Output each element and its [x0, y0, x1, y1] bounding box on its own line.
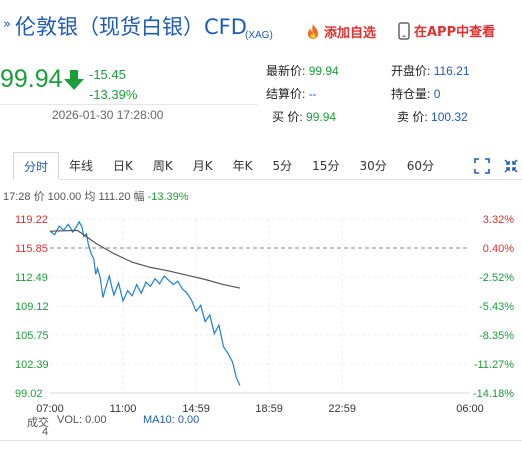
- quote-avg: 111.20: [98, 191, 131, 203]
- chart-lines: [49, 220, 241, 386]
- price-tick-label: 109.12: [15, 301, 49, 313]
- add-watchlist-label: 添加自选: [324, 26, 377, 41]
- info-sell-value: 100.32: [431, 110, 468, 124]
- ma5-value: MA10: 0.00: [143, 414, 200, 426]
- price-tick-label: 99.02: [15, 388, 43, 400]
- price-line: [49, 220, 241, 386]
- percent-tick-label: 3.32%: [483, 214, 514, 226]
- tab-15min[interactable]: 15分: [312, 159, 340, 173]
- info-open: 开盘价: 116.21: [391, 62, 470, 79]
- percent-tick-label: -14.18%: [473, 388, 514, 400]
- price-change-block: -15.45 -13.39%: [89, 65, 137, 105]
- time-tick-label: 18:59: [255, 403, 283, 415]
- info-sell: 卖 价: 100.32: [397, 108, 468, 125]
- price-tick-label: 119.22: [15, 214, 48, 226]
- quote-price: 100.00: [47, 191, 82, 203]
- info-buy: 买 价: 99.94: [272, 108, 336, 125]
- tab-yearly-k[interactable]: 年K: [232, 159, 253, 173]
- intraday-chart[interactable]: 119.22 115.85 112.49 109.12 105.75 102.39 99.0…: [0, 205, 522, 417]
- price-tick-label: 105.75: [15, 330, 49, 342]
- info-latest: 最新价: 99.94: [266, 62, 339, 79]
- chart-grid: [50, 218, 470, 394]
- info-buy-value: 99.94: [306, 110, 337, 124]
- current-price: 99.94: [0, 65, 63, 93]
- title-chevron-icon: »: [3, 17, 11, 32]
- info-open-label: 开盘价:: [391, 64, 431, 78]
- period-tabs: 分时 年线 日K 周K 月K 年K 5分 15分 30分 60分: [13, 152, 522, 180]
- quote-datetime: 2026-01-30 17:28:00: [52, 108, 164, 122]
- percent-axis: 3.32% 0.40% -2.52% -5.43% -8.35% -11.27% -14.1…: [473, 214, 514, 400]
- info-latest-value: 99.94: [308, 64, 339, 78]
- time-tick-label: 22:59: [328, 403, 356, 415]
- divider: [0, 104, 258, 105]
- volume-divider: [0, 440, 522, 441]
- price-change: -15.45: [89, 67, 126, 82]
- tab-weekly-k[interactable]: 周K: [152, 159, 173, 173]
- price-tick-label: 112.49: [15, 272, 48, 284]
- tab-daily-k[interactable]: 日K: [113, 159, 133, 173]
- quote-price-label: 价: [33, 191, 45, 203]
- percent-tick-label: 0.40%: [483, 243, 514, 255]
- info-latest-label: 最新价:: [266, 64, 306, 78]
- page-title: 伦敦银（现货白银）CFD: [15, 15, 247, 39]
- down-arrow-icon: [64, 70, 84, 90]
- tab-timeshare[interactable]: 分时: [13, 152, 60, 180]
- price-tick-label: 115.85: [15, 243, 48, 255]
- time-tick-label: 07:00: [36, 403, 64, 415]
- price-axis: 119.22 115.85 112.49 109.12 105.75 102.39 99.0…: [15, 214, 49, 400]
- tab-monthly-k[interactable]: 月K: [192, 159, 213, 173]
- fullscreen-icon[interactable]: [474, 158, 490, 174]
- title-row: » 伦敦银（现货白银）CFD (XAG) 添加自选 在APP中查看: [0, 0, 522, 41]
- info-settle-label: 结算价:: [266, 87, 306, 101]
- percent-tick-label: -8.35%: [479, 330, 514, 342]
- time-tick-label: 06:00: [456, 403, 484, 415]
- tab-30min[interactable]: 30分: [359, 159, 387, 173]
- time-tick-label: 11:00: [110, 403, 137, 415]
- vol-value: VOL: 0.00: [57, 414, 107, 426]
- volume-sub: 4: [42, 426, 49, 438]
- info-settle-value: --: [308, 87, 317, 101]
- price-change-percent: -13.39%: [89, 87, 138, 102]
- time-tick-label: 14:59: [182, 403, 210, 415]
- quote-amp-label: 幅: [133, 191, 145, 203]
- quote-time: 17:28: [3, 191, 31, 203]
- info-position-value: 0: [433, 87, 441, 101]
- info-open-value: 116.21: [433, 64, 470, 78]
- phone-icon: [398, 21, 410, 40]
- view-in-app-label: 在APP中查看: [414, 25, 496, 40]
- percent-tick-label: -11.27%: [474, 359, 514, 371]
- average-line: [49, 229, 241, 289]
- view-in-app-button[interactable]: 在APP中查看: [398, 21, 495, 40]
- quote-line: 17:28 价 100.00 均 111.20 幅 -13.39%: [3, 188, 189, 204]
- tab-year-line[interactable]: 年线: [69, 159, 94, 173]
- quote-avg-label: 均: [84, 191, 96, 203]
- quote-amp: -13.39%: [147, 191, 189, 203]
- fire-icon: [308, 24, 318, 39]
- price-tick-label: 102.39: [15, 359, 49, 371]
- info-buy-label: 买 价:: [272, 110, 303, 124]
- time-axis: 07:00 11:00 14:59 18:59 22:59 06:00: [36, 403, 484, 415]
- info-position: 持仓量: 0: [391, 85, 440, 102]
- add-watchlist-button[interactable]: 添加自选: [305, 22, 376, 41]
- tab-60min[interactable]: 60分: [406, 159, 435, 173]
- info-settle: 结算价: --: [266, 85, 317, 102]
- info-position-label: 持仓量:: [391, 87, 431, 101]
- percent-tick-label: -2.52%: [479, 272, 514, 284]
- page-subtitle: (XAG): [245, 30, 273, 41]
- percent-tick-label: -5.43%: [479, 301, 514, 313]
- collapse-icon[interactable]: [503, 158, 519, 174]
- tab-5min[interactable]: 5分: [272, 159, 293, 173]
- info-sell-label: 卖 价:: [397, 110, 428, 124]
- volume-label: 成交: [27, 417, 49, 429]
